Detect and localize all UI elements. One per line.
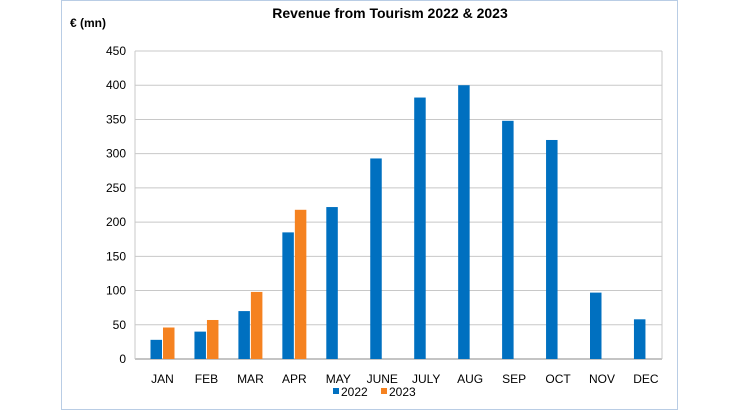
x-tick-label: MAY	[326, 372, 351, 386]
bar-2022-june	[370, 158, 382, 359]
x-tick-label: NOV	[589, 372, 615, 386]
y-tick-label: 250	[106, 181, 126, 195]
x-tick-label: JULY	[412, 372, 440, 386]
x-tick-label: OCT	[545, 372, 571, 386]
bar-2022-oct	[546, 139, 558, 359]
x-tick-label: JAN	[151, 372, 174, 386]
x-tick-label: MAR	[237, 372, 264, 386]
bar-2022-apr	[282, 232, 294, 359]
legend-swatch-2022	[333, 388, 339, 394]
bar-2022-may	[326, 207, 338, 359]
x-tick-label: DEC	[633, 372, 659, 386]
x-axis-ticks: JAN FEB MAR APR MAY JUNE JULY AUG SEP OCT NOV DEC	[151, 372, 659, 386]
y-axis-unit-label: € (mn)	[70, 16, 106, 30]
bars	[150, 85, 646, 360]
y-tick-label: 450	[106, 44, 126, 58]
y-tick-label: 300	[106, 147, 126, 161]
bar-2022-july	[414, 97, 426, 359]
bar-2022-jan	[150, 339, 162, 359]
bar-2022-sep	[502, 120, 514, 360]
y-tick-label: 200	[106, 215, 126, 229]
bar-2023-jan	[163, 327, 175, 359]
chart-title: Revenue from Tourism 2022 & 2023	[272, 5, 508, 21]
legend: 2022 2023	[333, 385, 416, 399]
gridlines	[134, 50, 663, 360]
y-axis-ticks: 0 50 100 150 200 250 300 350 400 450	[106, 44, 126, 366]
bar-2023-apr	[294, 209, 307, 359]
bar-2023-feb	[206, 319, 219, 359]
legend-swatch-2023	[381, 388, 387, 394]
y-tick-label: 50	[113, 318, 127, 332]
y-tick-label: 0	[119, 352, 126, 366]
y-tick-label: 350	[106, 112, 126, 126]
x-tick-label: JUNE	[367, 372, 398, 386]
x-tick-label: AUG	[457, 372, 483, 386]
bar-2022-mar	[238, 311, 250, 359]
bar-2022-aug	[458, 85, 470, 359]
x-tick-label: APR	[282, 372, 307, 386]
bar-2022-nov	[590, 292, 602, 359]
y-tick-label: 100	[106, 284, 126, 298]
legend-label-2022: 2022	[341, 385, 368, 399]
bar-2022-feb	[194, 331, 206, 359]
y-tick-label: 150	[106, 249, 126, 263]
legend-label-2023: 2023	[389, 385, 416, 399]
y-tick-label: 400	[106, 78, 126, 92]
bar-2023-mar	[250, 291, 263, 359]
x-tick-label: FEB	[195, 372, 218, 386]
x-tick-label: SEP	[502, 372, 526, 386]
bar-2022-dec	[633, 319, 646, 359]
